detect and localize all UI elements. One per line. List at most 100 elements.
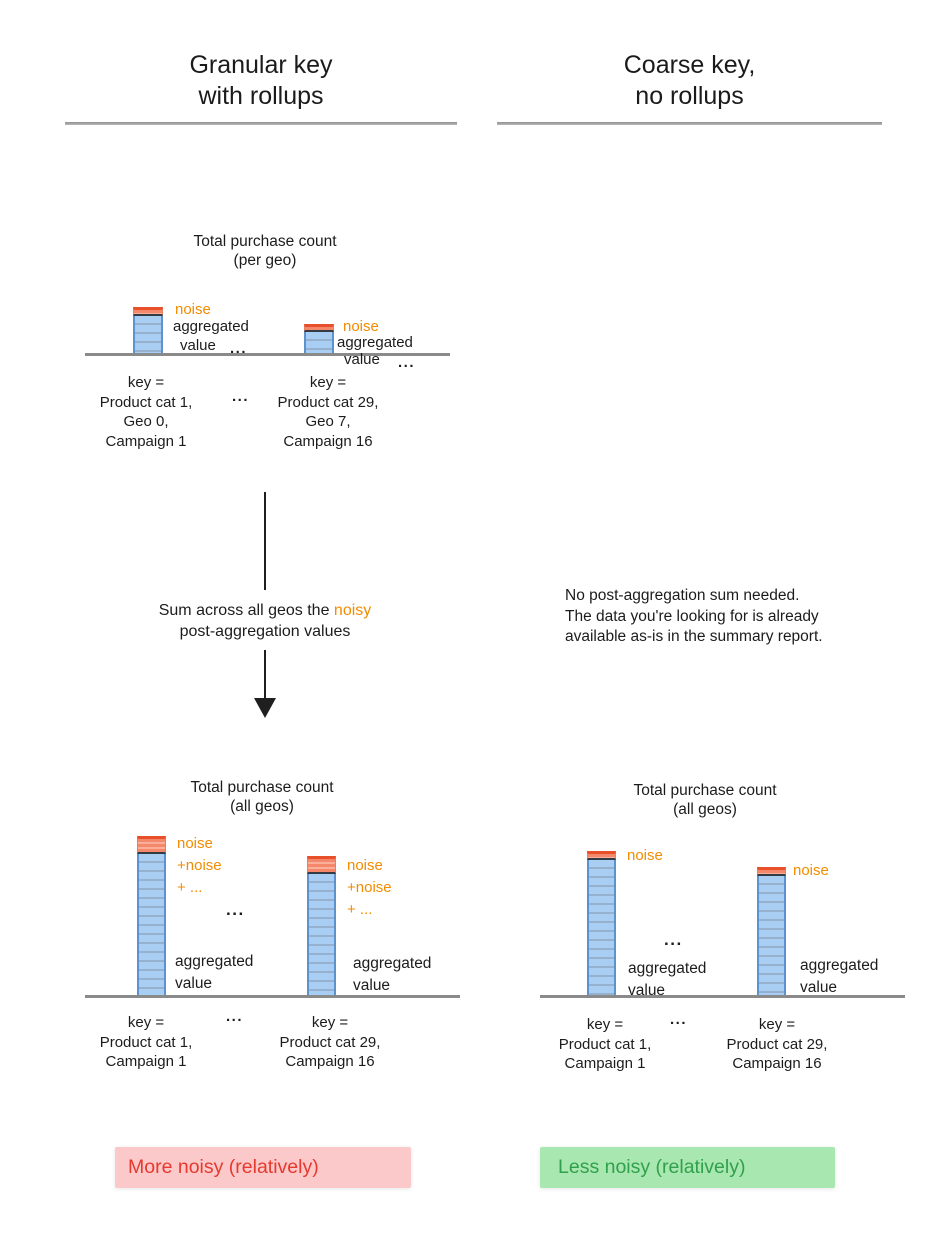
panel-top-left-title-line2: (per geo) <box>233 252 297 269</box>
panel-top-left-title-line1: Total purchase count <box>193 233 337 250</box>
ellipsis: ... <box>664 930 683 949</box>
badge-less-noisy: Less noisy (relatively) <box>540 1147 835 1188</box>
badge-less-noisy-label: Less noisy (relatively) <box>558 1156 746 1178</box>
noise-label: noise <box>175 301 211 318</box>
panel-bottom-right-title-line1: Total purchase count <box>633 782 777 799</box>
bar-topleft-1 <box>133 307 163 353</box>
key-line: key = <box>758 1016 796 1033</box>
bar-bottomright-1 <box>587 851 616 995</box>
ellipsis: ... <box>226 900 245 919</box>
no-sum-note: No post-aggregation sum needed. The data… <box>565 586 823 648</box>
column-header-left-line2: with rollups <box>198 82 324 110</box>
panel-bottom-left-title-line1: Total purchase count <box>190 779 334 796</box>
aggregated-line: aggregated <box>800 957 879 974</box>
panel-bottom-left-title-line2: (all geos) <box>230 798 294 815</box>
key-line: Geo 7, <box>305 413 351 430</box>
key-line: Geo 0, <box>123 413 169 430</box>
key-label-bottomright-2: key = Product cat 29, Campaign 16 <box>687 1015 867 1074</box>
aggregated-label: aggregated value <box>800 955 878 999</box>
aggregated-bar-body <box>587 860 616 995</box>
key-line: key = <box>309 374 347 391</box>
key-label-bottomleft-2: key = Product cat 29, Campaign 16 <box>240 1013 420 1072</box>
key-line: key = <box>127 374 165 391</box>
key-line: key = <box>311 1014 349 1031</box>
aggregated-bar-body <box>133 316 163 353</box>
panel-bottom-right-title-line2: (all geos) <box>673 801 737 818</box>
bar-bottomleft-2 <box>307 856 336 995</box>
aggregated-line: value <box>175 975 213 992</box>
aggregated-label: aggregated <box>337 334 413 351</box>
arrow-line-top <box>264 492 266 590</box>
key-line: Campaign 16 <box>285 1053 375 1070</box>
noise-cap <box>757 867 786 876</box>
noise-cap <box>307 856 336 874</box>
axis-baseline-topleft <box>85 353 450 356</box>
key-line: key = <box>127 1014 165 1031</box>
key-line: Product cat 1, <box>99 1033 193 1051</box>
aggregated-bar-body <box>137 854 166 995</box>
noise-line: + ... <box>347 901 373 918</box>
arrow-down-icon <box>254 698 276 718</box>
arrow-line-bottom <box>264 650 266 698</box>
key-line: Campaign 16 <box>732 1055 822 1072</box>
noise-label: noise <box>627 847 663 864</box>
aggregated-label-value: value <box>180 337 216 354</box>
noise-line: noise <box>177 835 213 852</box>
flow-caption-line2: post-aggregation values <box>179 623 351 640</box>
aggregated-label: aggregated <box>173 318 249 335</box>
bar-topleft-2 <box>304 324 334 353</box>
badge-more-noisy: More noisy (relatively) <box>115 1147 411 1188</box>
noise-line: + ... <box>177 879 203 896</box>
ellipsis: ... <box>398 354 416 371</box>
aggregated-line: value <box>353 977 391 994</box>
aggregated-line: value <box>628 982 666 999</box>
aggregated-label: aggregated value <box>175 951 253 995</box>
flow-caption-text: Sum across all geos the <box>158 602 334 619</box>
aggregated-bar-body <box>304 332 334 353</box>
note-line1: No post-aggregation sum needed. <box>565 587 800 604</box>
panel-bottom-right-title: Total purchase count (all geos) <box>555 781 855 819</box>
key-line: Product cat 1, <box>99 393 193 411</box>
column-header-left: Granular key with rollups <box>65 50 457 112</box>
header-rule-right <box>497 122 882 125</box>
header-rule-left <box>65 122 457 125</box>
aggregated-bar-body <box>307 874 336 995</box>
flow-caption: Sum across all geos the noisy post-aggre… <box>90 600 440 642</box>
key-line: key = <box>586 1016 624 1033</box>
key-line: Campaign 1 <box>564 1055 646 1072</box>
key-label-topleft-2: key = Product cat 29, Geo 7, Campaign 16 <box>238 373 418 451</box>
noise-cap <box>133 307 163 316</box>
ellipsis: ... <box>230 340 248 357</box>
ellipsis: ... <box>232 388 250 405</box>
ellipsis: ... <box>670 1011 688 1028</box>
noise-stack-label-2: noise +noise + ... <box>347 855 392 921</box>
note-line2: The data you're looking for is already <box>565 607 819 625</box>
aggregated-label: aggregated value <box>628 958 706 1002</box>
key-line: Product cat 29, <box>279 1033 381 1051</box>
panel-top-left-title: Total purchase count (per geo) <box>115 232 415 270</box>
key-label-bottomright-1: key = Product cat 1, Campaign 1 <box>515 1015 695 1074</box>
noise-cap <box>587 851 616 860</box>
flow-caption-noisy: noisy <box>333 602 372 619</box>
column-header-right-line1: Coarse key, <box>623 51 756 79</box>
key-line: Campaign 1 <box>105 432 187 450</box>
key-line: Product cat 1, <box>558 1035 652 1053</box>
aggregated-label: aggregated value <box>353 953 431 997</box>
aggregated-line: aggregated <box>628 960 707 977</box>
key-line: Campaign 16 <box>283 432 373 450</box>
panel-bottom-left-title: Total purchase count (all geos) <box>112 778 412 816</box>
key-line: Product cat 29, <box>277 393 379 411</box>
bar-bottomleft-1 <box>137 836 166 995</box>
key-label-bottomleft-1: key = Product cat 1, Campaign 1 <box>56 1013 236 1072</box>
key-line: Campaign 1 <box>105 1053 187 1070</box>
noise-stack-label-1: noise +noise + ... <box>177 833 222 899</box>
noise-line: +noise <box>177 857 222 874</box>
aggregated-line: aggregated <box>353 955 432 972</box>
noise-cap <box>304 324 334 332</box>
noise-line: noise <box>347 857 383 874</box>
noise-line: +noise <box>347 879 392 896</box>
ellipsis: ... <box>226 1008 244 1025</box>
bar-bottomright-2 <box>757 867 786 995</box>
aggregated-label-value: value <box>344 351 380 368</box>
